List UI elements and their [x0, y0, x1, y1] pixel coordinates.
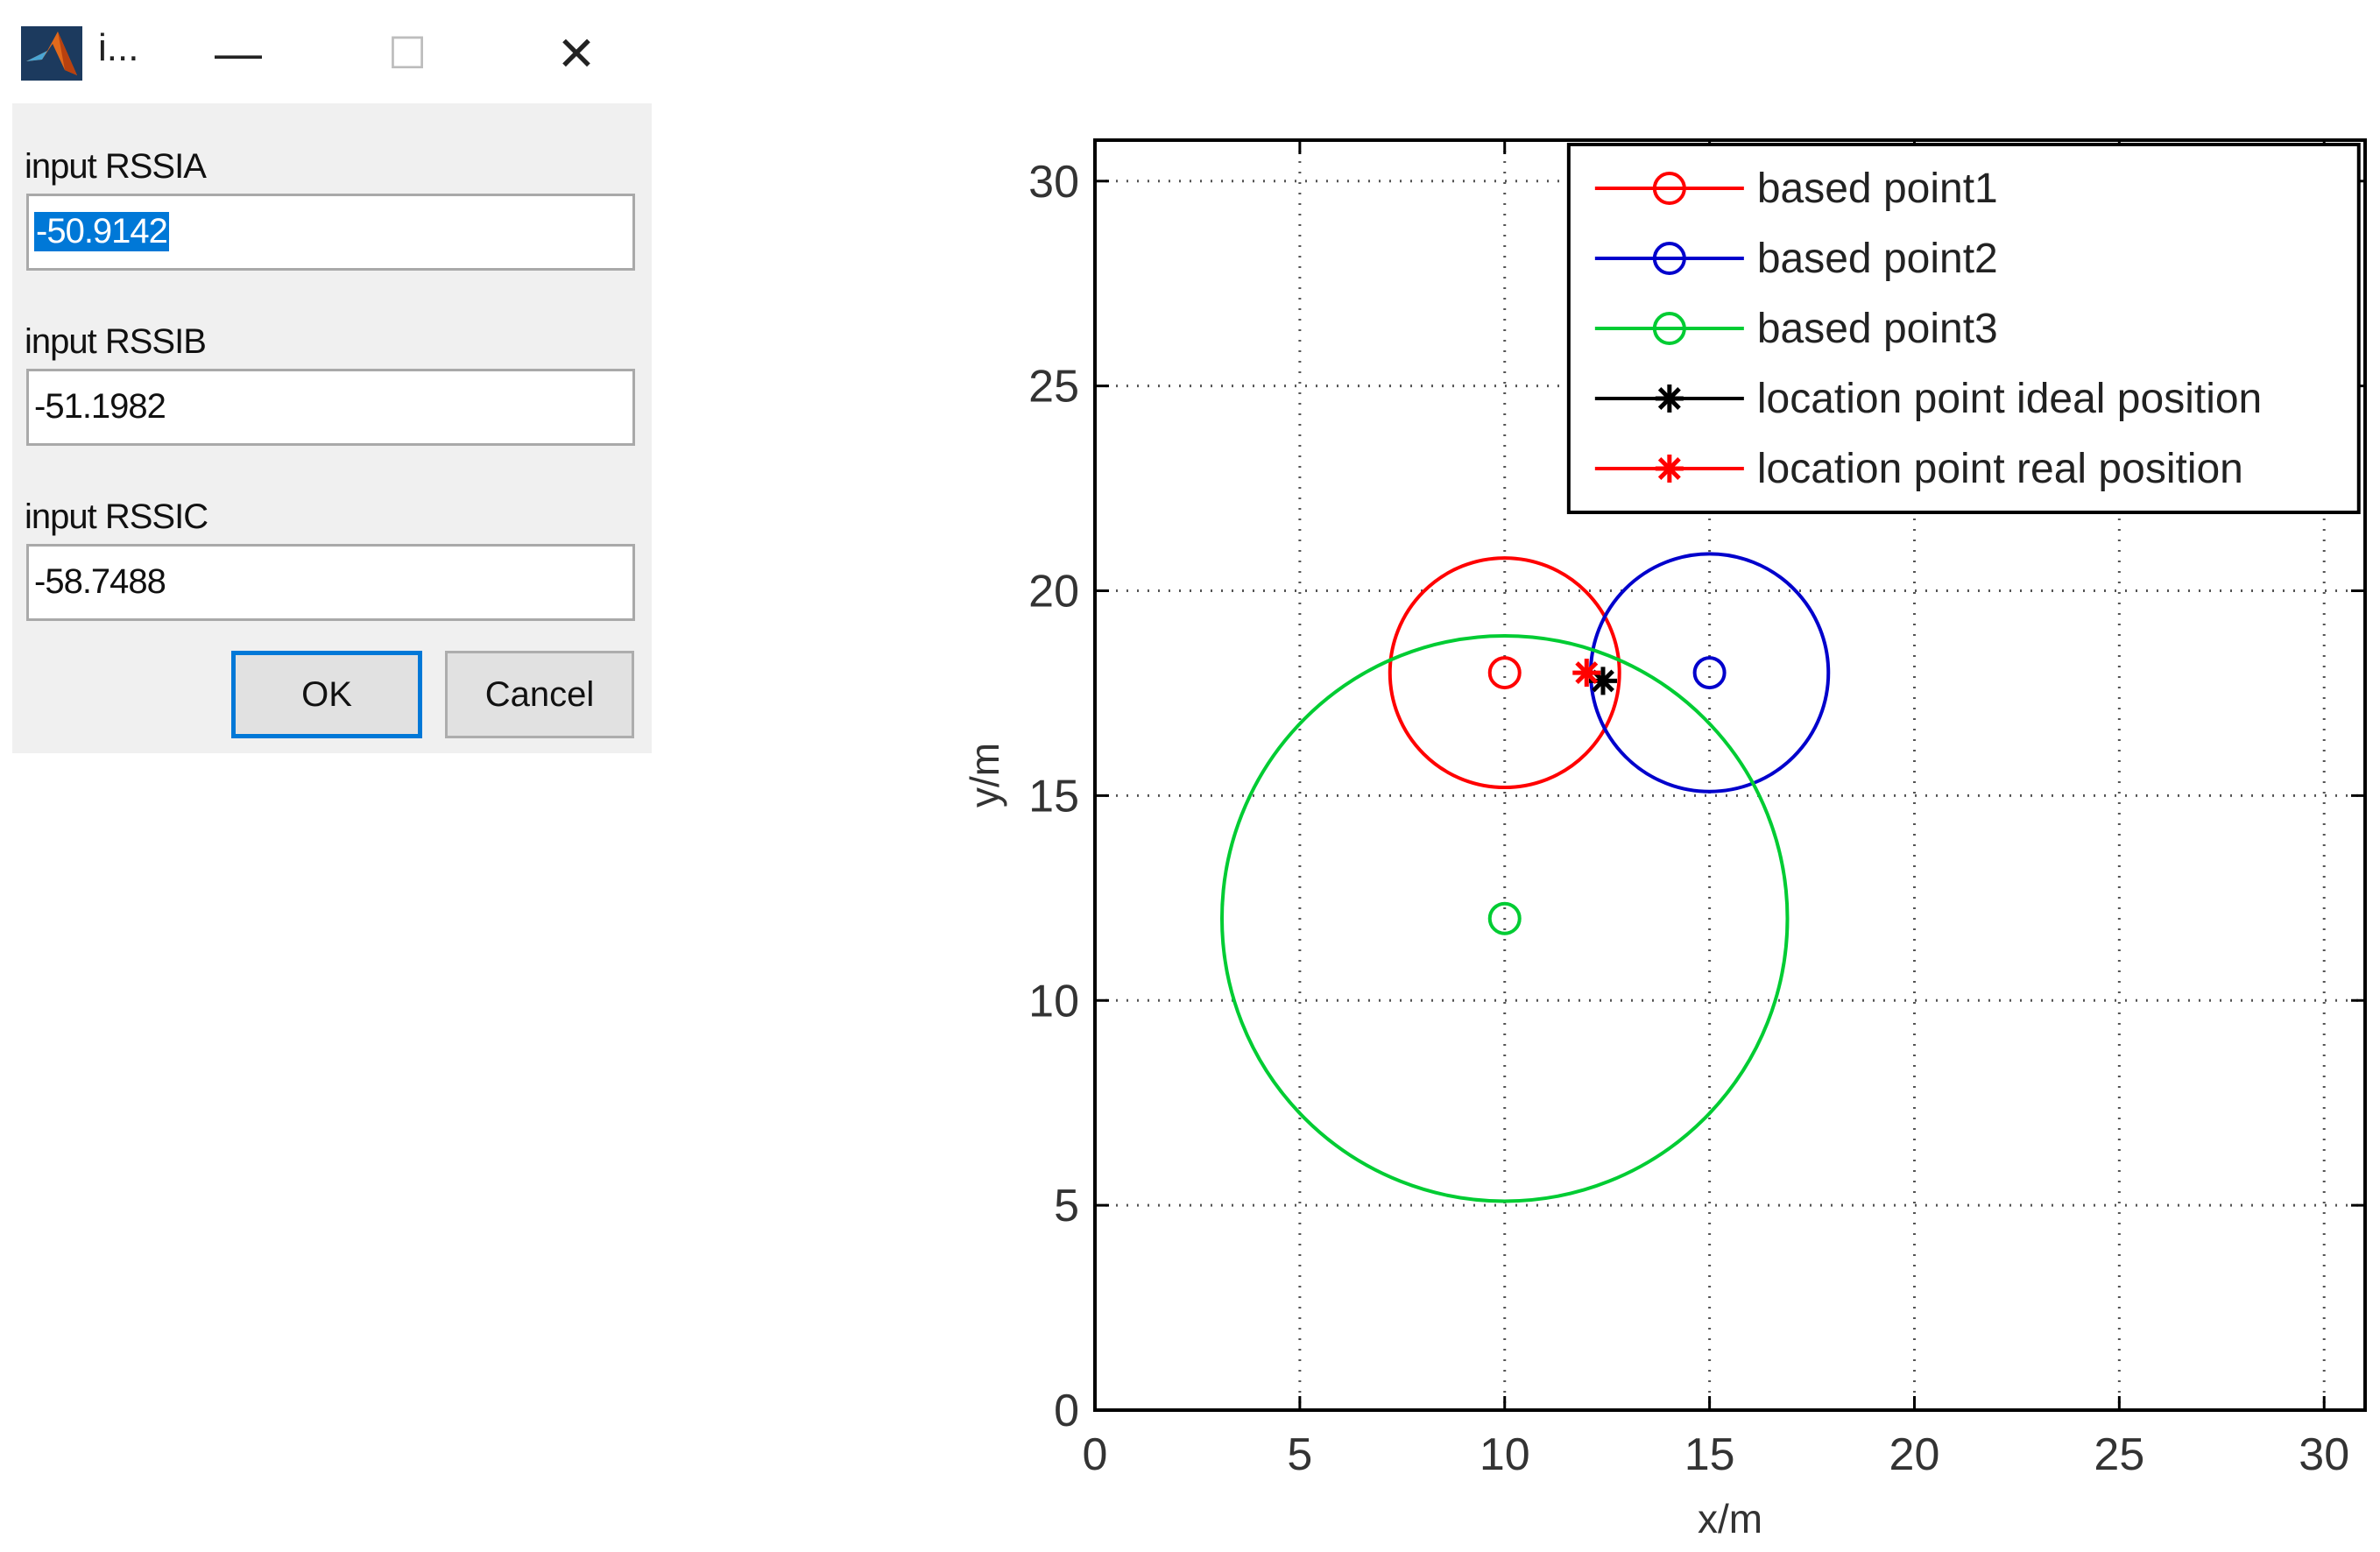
data-point-3 [1487, 901, 1522, 935]
x-tick-label: 25 [2094, 1429, 2144, 1480]
rssic-label: input RSSIC [25, 497, 208, 536]
legend-label-3: based point3 [1757, 306, 1998, 352]
x-tick-label: 15 [1684, 1429, 1735, 1480]
y-tick-label: 20 [1028, 567, 1079, 617]
y-tick-label: 5 [1054, 1181, 1079, 1231]
y-tick-label: 25 [1028, 362, 1079, 413]
close-button[interactable]: ✕ [556, 27, 597, 81]
rssia-input[interactable]: -50.9142 [26, 194, 635, 271]
x-tick-label: 5 [1287, 1429, 1312, 1480]
maximize-button[interactable]: ☐ [387, 29, 427, 78]
legend-label-1: based point1 [1757, 166, 1998, 212]
y-tick-label: 10 [1028, 976, 1079, 1026]
x-tick-label: 0 [1083, 1429, 1108, 1480]
legend-label-2: based point2 [1757, 236, 1998, 282]
matlab-icon [21, 26, 82, 81]
legend-label-5: location point real position [1757, 446, 2243, 492]
legend-marker-1 [1652, 172, 1686, 205]
minimize-button[interactable]: — [215, 27, 262, 80]
legend-marker-3 [1652, 312, 1686, 345]
dialog-body: input RSSIA -50.9142 input RSSIB -51.198… [12, 103, 652, 753]
x-tick-label: 10 [1480, 1429, 1530, 1480]
legend-marker-2 [1652, 242, 1686, 275]
window-title: i... [98, 26, 139, 69]
y-tick-label: 30 [1028, 157, 1079, 208]
title-bar: i... — ☐ ✕ [0, 0, 653, 103]
x-tick-label: 20 [1889, 1429, 1940, 1480]
rssic-input[interactable]: -58.7488 [26, 544, 635, 621]
axes-frame [1093, 138, 2367, 1412]
legend-marker-5 [1655, 455, 1684, 483]
rssic-value: -58.7488 [34, 562, 166, 601]
legend-marker-4 [1655, 384, 1684, 413]
y-tick-label: 0 [1054, 1386, 1079, 1436]
legend-label-4: location point ideal position [1757, 376, 2262, 422]
cancel-button[interactable]: Cancel [445, 651, 634, 738]
ok-button[interactable]: OK [231, 651, 422, 738]
y-tick-label: 15 [1028, 771, 1079, 822]
data-point-5 [1572, 659, 1601, 688]
input-dialog: i... — ☐ ✕ input RSSIA -50.9142 input RS… [0, 0, 653, 753]
range-circle-3 [1220, 633, 1790, 1203]
rssib-label: input RSSIB [25, 322, 207, 361]
rssia-label: input RSSIA [25, 147, 207, 186]
rssib-value: -51.1982 [34, 387, 166, 426]
y-axis-label: y/m [962, 743, 1007, 808]
range-circle-1 [1388, 556, 1621, 790]
data-point-1 [1487, 656, 1522, 690]
data-point-2 [1692, 656, 1727, 690]
rssia-value: -50.9142 [34, 212, 169, 251]
rssib-input[interactable]: -51.1982 [26, 369, 635, 446]
position-chart: 0 5 10 15 20 25 30 0 5 10 15 20 25 30 x/m y/m based poin… [962, 138, 2367, 1541]
x-tick-label: 30 [2299, 1429, 2349, 1480]
x-axis-label: x/m [1698, 1496, 1762, 1541]
